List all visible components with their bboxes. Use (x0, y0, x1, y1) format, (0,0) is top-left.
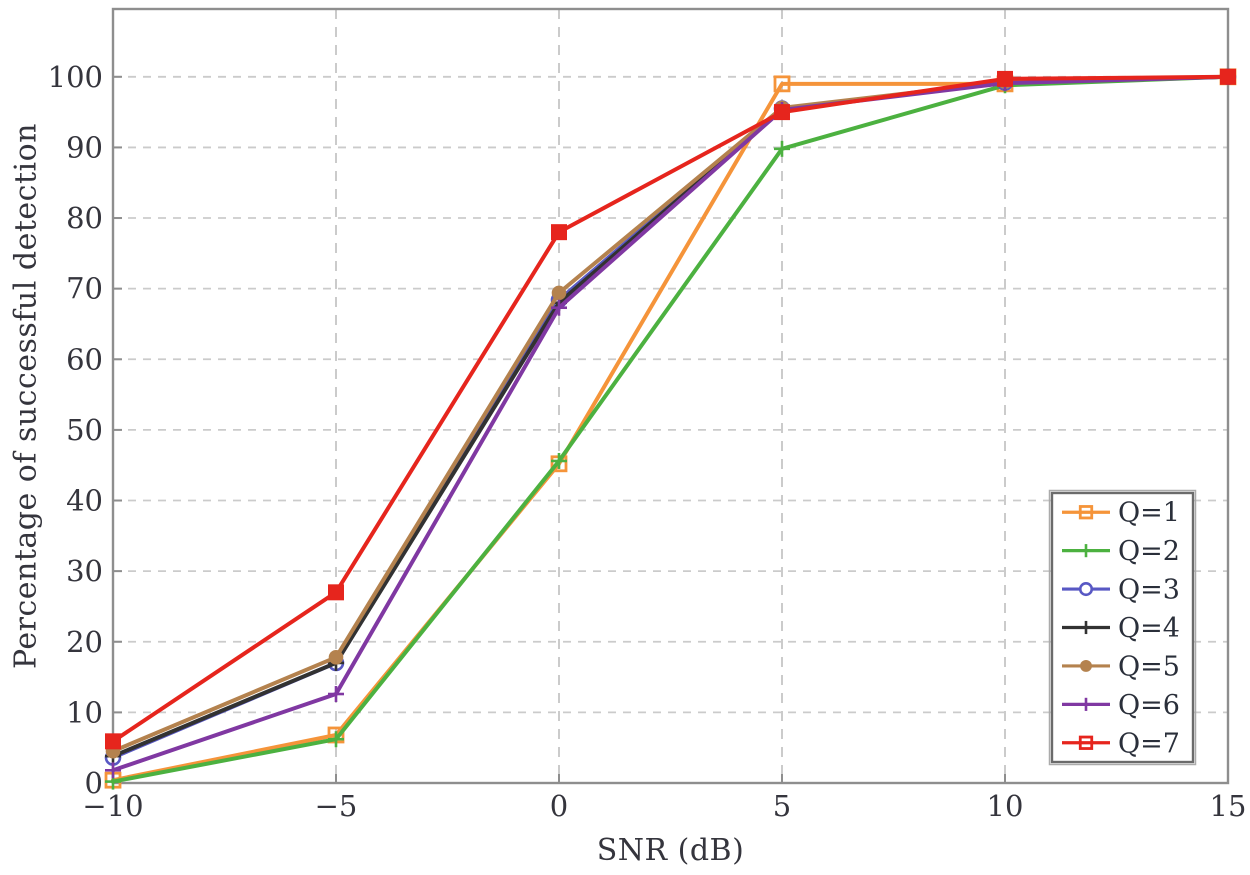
legend-entry-q3: Q=3 (1062, 575, 1180, 606)
y-tick-label: 70 (66, 272, 103, 306)
x-tick-label: −10 (82, 789, 143, 823)
y-tick-label: 0 (85, 766, 103, 800)
marker-circle-filled (1080, 659, 1092, 672)
marker-circle-open (1078, 582, 1094, 597)
legend-label: Q=4 (1118, 613, 1180, 644)
legend-entry-q7: Q=7 (1062, 728, 1180, 759)
x-tick-label: 10 (987, 789, 1024, 823)
tick-labels: 0 10 20 30 40 50 60 70 80 90 100 −10 −5 0 5 10 15 (48, 60, 1247, 823)
y-tick-label: 100 (48, 60, 103, 94)
legend-entry-q2: Q=2 (1062, 536, 1180, 567)
x-tick-label: 15 (1210, 789, 1247, 823)
legend-entry-q6: Q=6 (1062, 690, 1180, 721)
legend: Q=1 Q=2 Q=3 Q=4 Q=5 Q=6 Q=7 (1048, 489, 1197, 766)
y-tick-label: 10 (66, 695, 103, 729)
marker-square-filled (997, 70, 1013, 87)
legend-label: Q=3 (1118, 575, 1180, 606)
legend-entry-q1: Q=1 (1062, 498, 1180, 529)
y-tick-label: 40 (66, 484, 103, 518)
series-line-q6 (111, 74, 1230, 773)
series-q7 (105, 68, 1236, 750)
gridlines (113, 9, 1228, 783)
x-tick-label: 0 (550, 789, 568, 823)
y-tick-label: 90 (66, 130, 103, 164)
marker-square-filled (551, 224, 567, 241)
y-tick-label: 50 (66, 413, 103, 447)
y-tick-label: 80 (66, 201, 103, 235)
legend-entry-q4: Q=4 (1062, 613, 1180, 644)
marker-square-filled (774, 104, 790, 121)
marker-circle-filled (328, 649, 344, 665)
y-tick-label: 20 (66, 625, 103, 659)
marker-square-filled (1220, 68, 1236, 85)
x-tick-label: 5 (773, 789, 791, 823)
legend-label: Q=1 (1118, 498, 1180, 529)
legend-label: Q=5 (1118, 651, 1180, 682)
legend-label: Q=7 (1118, 728, 1180, 759)
marker-square-filled (105, 733, 121, 750)
marker-square-open (773, 75, 791, 93)
marker-square-open (1078, 505, 1094, 520)
legend-label: Q=2 (1118, 536, 1180, 567)
x-tick-label: −5 (315, 789, 358, 823)
y-tick-label: 30 (66, 554, 103, 588)
marker-square-open (1078, 735, 1094, 750)
legend-entry-q5: Q=5 (1062, 651, 1180, 682)
legend-label: Q=6 (1118, 690, 1180, 721)
marker-square-filled (328, 584, 344, 601)
series-line-q7 (111, 74, 1230, 744)
marker-circle-filled (551, 285, 567, 301)
y-tick-label: 60 (66, 342, 103, 376)
plot-frame (111, 7, 1230, 785)
legend-border-outer (1048, 489, 1197, 766)
